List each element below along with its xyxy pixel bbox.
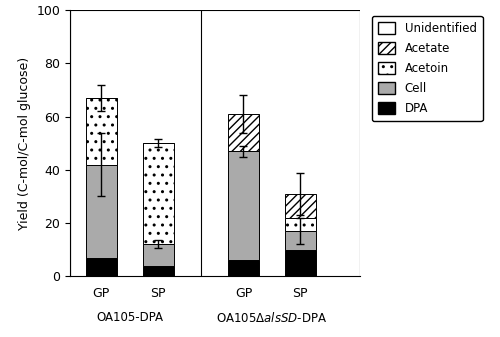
Bar	[142, 143, 174, 244]
Bar	[228, 151, 259, 261]
Text: SP: SP	[292, 287, 308, 300]
Y-axis label: Yield (C-mol/C-mol glucose): Yield (C-mol/C-mol glucose)	[18, 57, 31, 230]
Bar	[284, 250, 316, 276]
Bar	[142, 266, 174, 276]
Bar	[228, 261, 259, 276]
Text: OA105$\mathit{\Delta alsSD}$-DPA: OA105$\mathit{\Delta alsSD}$-DPA	[216, 311, 328, 325]
Bar	[86, 98, 117, 164]
Bar	[86, 258, 117, 276]
Bar	[142, 244, 174, 266]
Text: OA105-DPA: OA105-DPA	[96, 311, 163, 324]
Text: SP: SP	[150, 287, 166, 300]
Bar	[86, 164, 117, 258]
Text: GP: GP	[92, 287, 110, 300]
Bar	[284, 218, 316, 231]
Bar	[284, 231, 316, 250]
Bar	[228, 114, 259, 151]
Bar	[284, 194, 316, 218]
Text: GP: GP	[235, 287, 252, 300]
Legend: Unidentified, Acetate, Acetoin, Cell, DPA: Unidentified, Acetate, Acetoin, Cell, DP…	[372, 16, 482, 121]
